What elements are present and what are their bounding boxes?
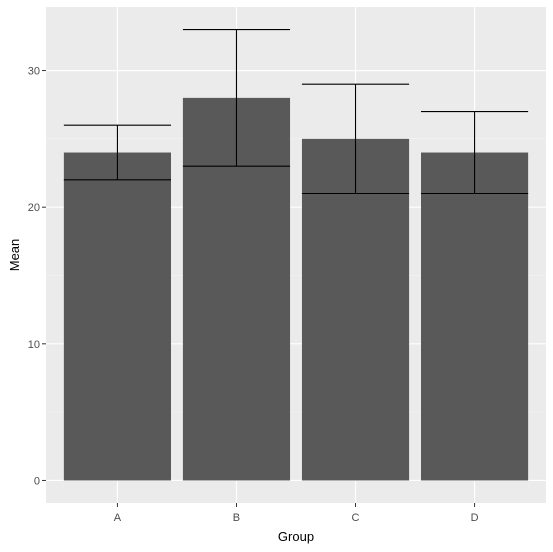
y-tick-label: 10 (28, 339, 40, 351)
bar-d (421, 152, 529, 481)
x-tick-label: B (233, 512, 240, 524)
x-axis-title: Group (278, 529, 314, 544)
error-bar-b (182, 28, 291, 167)
error-bar-d (421, 110, 529, 195)
y-axis: 0 10 20 30 (28, 66, 46, 487)
x-tick-label: D (471, 512, 479, 524)
y-tick-label: 30 (28, 66, 40, 78)
error-bars (63, 28, 529, 195)
bar-c (301, 138, 410, 481)
x-tick-label: C (352, 512, 360, 524)
y-tick-label: 20 (28, 202, 40, 214)
x-axis: A B C D (114, 503, 479, 524)
error-bar-a (63, 124, 171, 181)
x-tick-label: A (114, 512, 122, 524)
error-bar-c (301, 83, 410, 195)
bar-a (63, 152, 171, 481)
y-axis-title: Mean (7, 239, 22, 272)
y-tick-label: 0 (34, 475, 40, 487)
